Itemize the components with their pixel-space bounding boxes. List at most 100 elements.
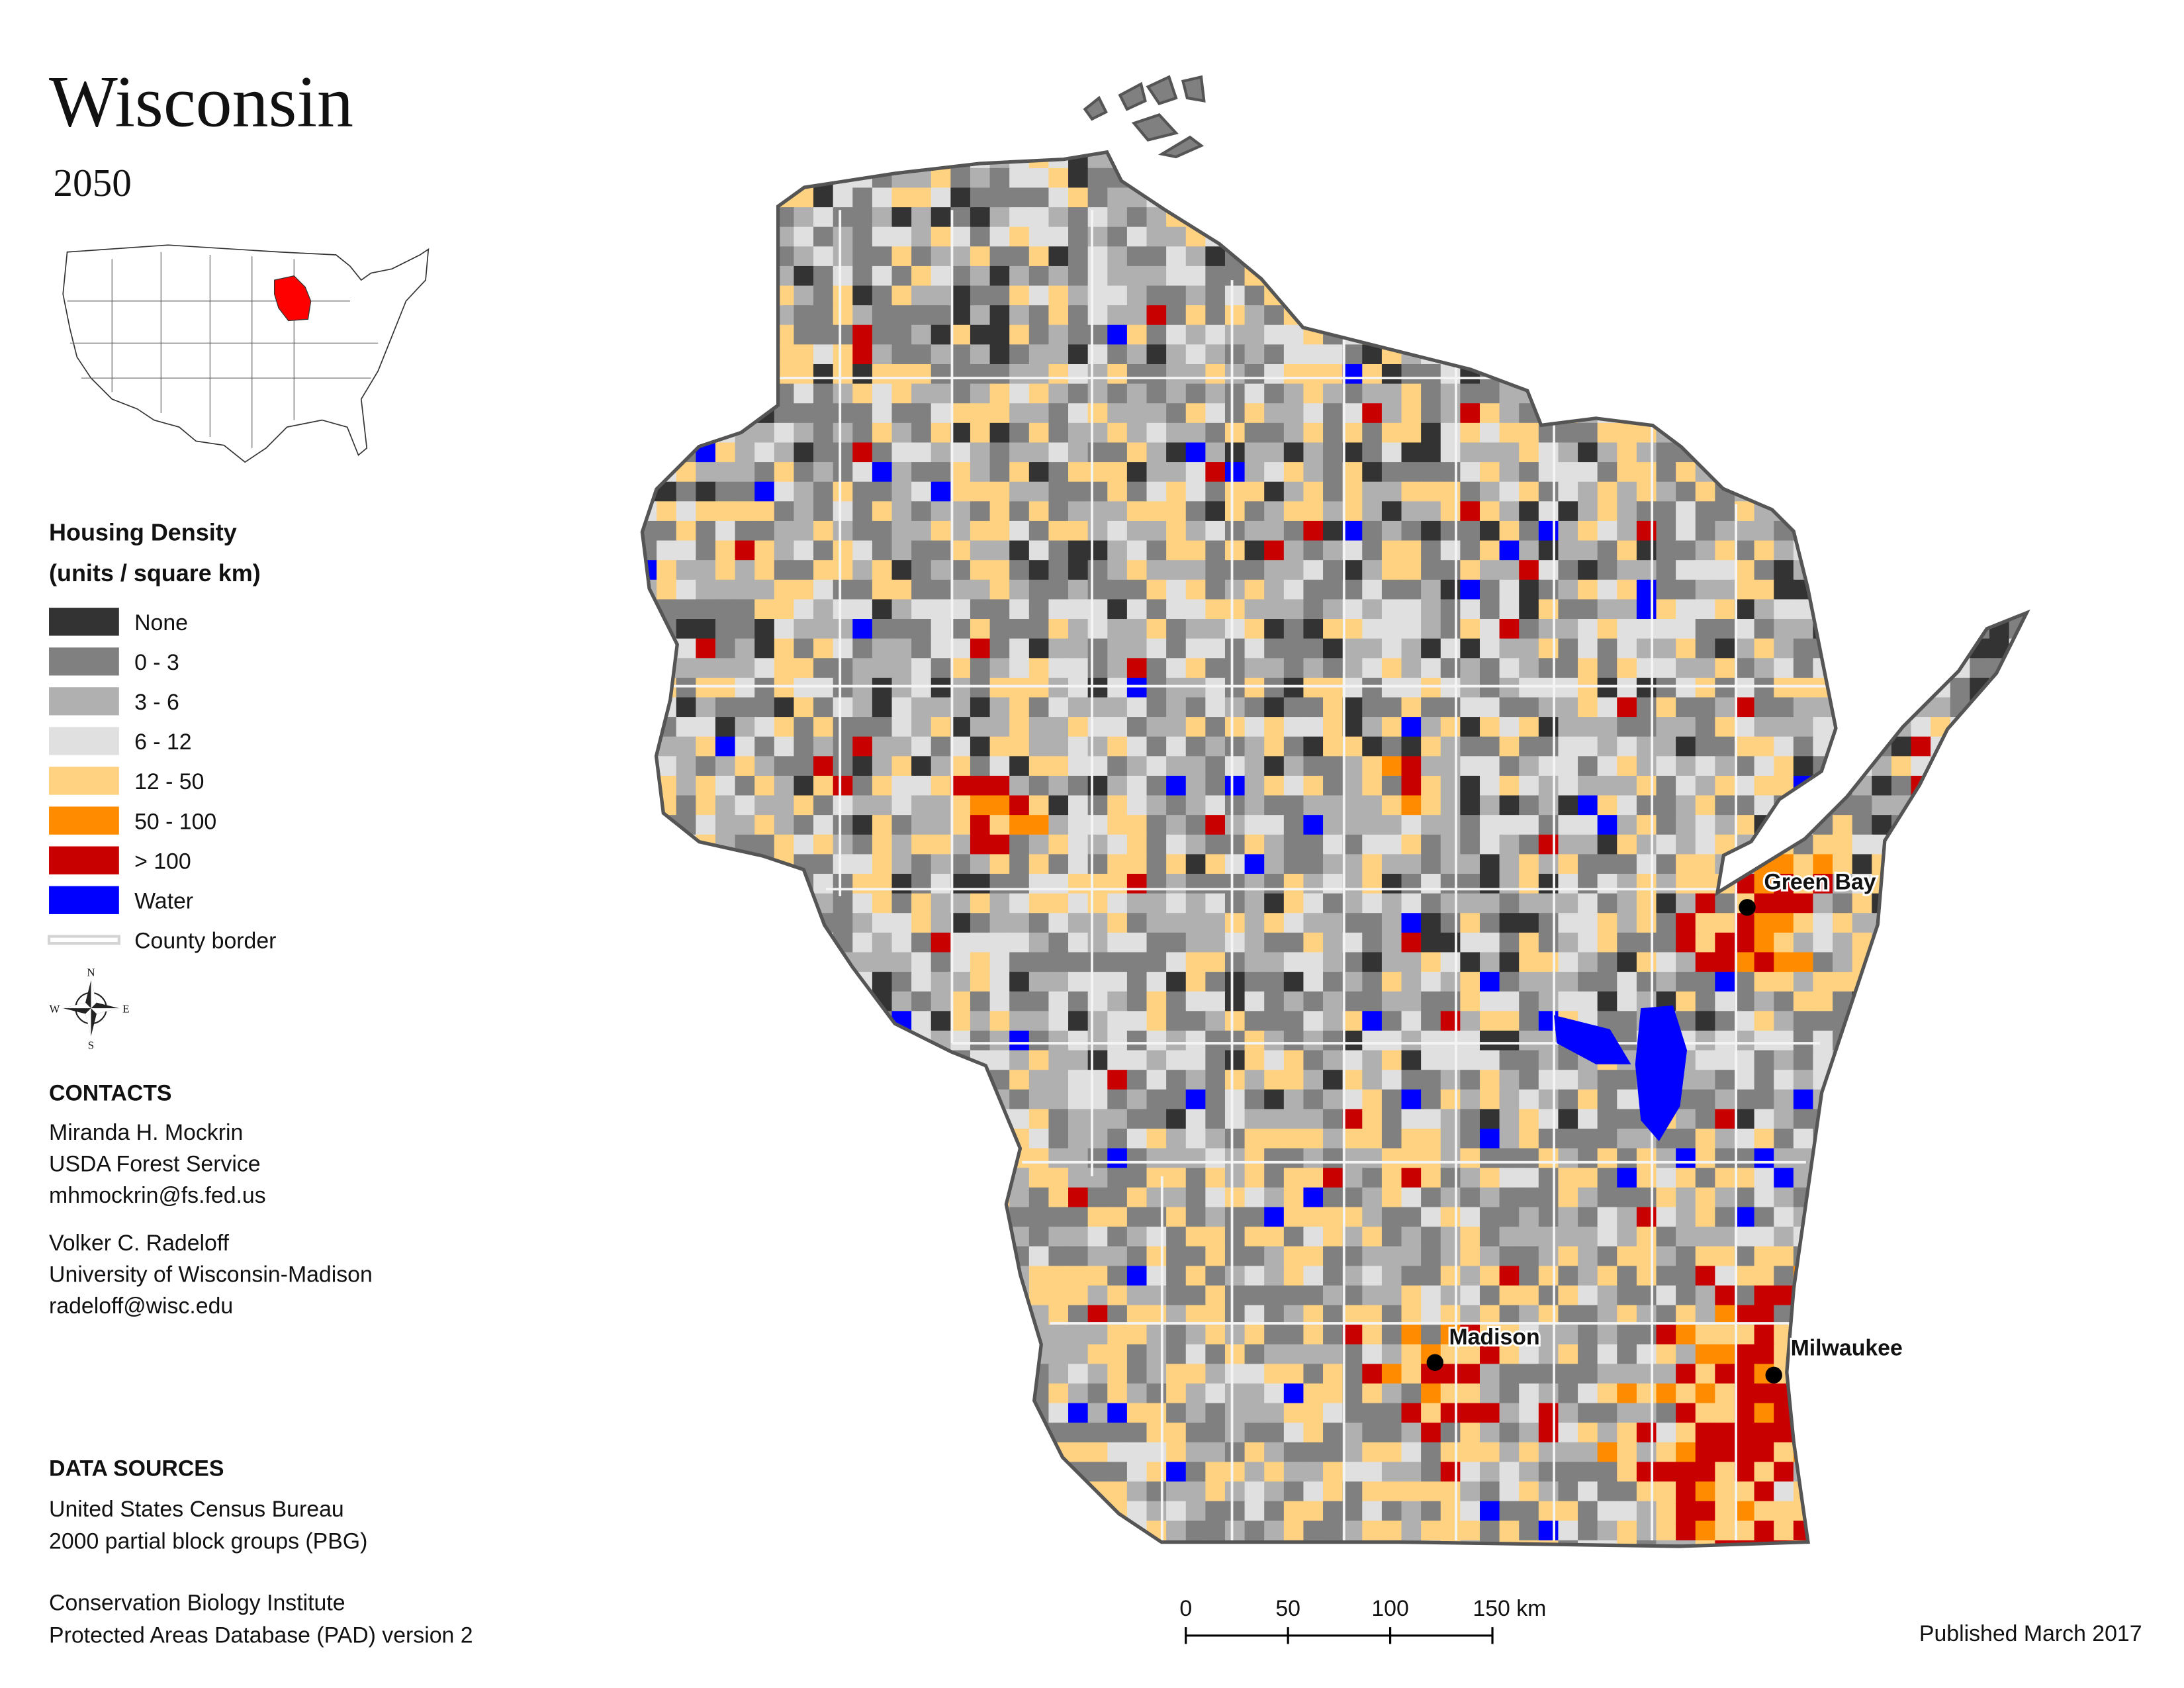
map-cell [1715, 403, 1736, 424]
map-cell [1558, 815, 1579, 835]
map-cell [754, 1325, 775, 1345]
map-cell [657, 1227, 677, 1247]
map-cell [950, 599, 972, 620]
map-cell [1205, 89, 1226, 110]
map-cell [1911, 1207, 1932, 1228]
map-cell [1656, 481, 1677, 502]
map-cell [1950, 540, 1971, 561]
map-cell [1538, 1207, 1559, 1228]
map-cell [1715, 285, 1736, 306]
map-cell [657, 305, 677, 326]
map-cell [1460, 540, 1481, 561]
map-cell [1793, 1364, 1814, 1385]
map-cell [1421, 167, 1441, 189]
map-cell [1499, 579, 1520, 600]
map-cell [1715, 717, 1736, 737]
map-cell [1048, 129, 1069, 150]
map-cell [1126, 364, 1148, 385]
map-cell [891, 383, 913, 404]
map-cell [1793, 1030, 1814, 1051]
map-cell [1617, 167, 1637, 189]
map-cell [1970, 893, 1991, 914]
map-cell [1558, 893, 1579, 914]
map-cell [1068, 167, 1089, 189]
map-cell [754, 1070, 775, 1090]
map-cell [1185, 1325, 1206, 1345]
map-cell [1166, 854, 1187, 875]
map-cell [1283, 540, 1304, 561]
map-cell [657, 854, 677, 875]
map-cell [1479, 246, 1500, 267]
map-cell [644, 991, 658, 1012]
map-cell [1480, 89, 1500, 110]
map-cell [1068, 501, 1089, 522]
map-cell [1440, 815, 1461, 835]
map-cell [1852, 324, 1873, 346]
map-cell [1028, 1383, 1050, 1404]
map-cell [1950, 677, 1971, 698]
map-cell [1479, 265, 1500, 287]
map-cell [1166, 717, 1187, 737]
map-cell [1538, 481, 1559, 502]
map-cell [1931, 560, 1951, 581]
map-cell [1695, 619, 1716, 639]
map-cell [1891, 403, 1912, 424]
map-cell [950, 775, 972, 796]
map-cell [1793, 991, 1814, 1012]
map-cell [1715, 991, 1736, 1012]
map-cell [1048, 579, 1069, 600]
map-cell [1519, 1070, 1539, 1090]
map-cell [1362, 1168, 1383, 1188]
map-cell [1028, 697, 1050, 718]
map-cell [1754, 422, 1775, 444]
map-cell [911, 1050, 932, 1071]
map-cell [1695, 1383, 1716, 1404]
map-cell [1303, 442, 1324, 463]
map-cell [1460, 658, 1481, 679]
map-cell [1224, 1383, 1246, 1404]
map-cell [813, 1109, 834, 1130]
map-cell [1715, 560, 1736, 581]
map-cell [735, 501, 756, 522]
map-cell [872, 1383, 893, 1404]
map-cell [1793, 1109, 1814, 1130]
map-cell [1283, 952, 1304, 973]
map-cell [989, 1246, 1011, 1267]
legend-swatch [49, 727, 119, 755]
map-cell [1538, 717, 1559, 737]
map-cell [1205, 854, 1226, 875]
map-cell [1244, 599, 1265, 620]
map-cell [735, 1030, 756, 1051]
map-cell [989, 246, 1011, 267]
map-cell [833, 167, 854, 189]
map-cell [735, 599, 756, 620]
map-cell [931, 1285, 952, 1306]
map-cell [1774, 154, 1794, 169]
map-cell [1597, 344, 1618, 365]
map-cell [1872, 1187, 1892, 1208]
map-cell [754, 501, 775, 522]
map-cell [1538, 187, 1559, 209]
map-cell [1617, 1089, 1637, 1110]
map-cell [1970, 795, 1991, 816]
map-cell [735, 540, 756, 561]
source-line: United States Census Bureau [49, 1497, 344, 1522]
map-cell [1342, 736, 1363, 757]
map-cell [1126, 265, 1148, 287]
map-cell [696, 1070, 717, 1090]
map-cell [1970, 1070, 1991, 1090]
map-cell [1323, 1070, 1343, 1090]
map-cell [891, 795, 913, 816]
map-cell [1479, 305, 1500, 326]
map-cell [1793, 697, 1814, 718]
map-cell [676, 874, 697, 894]
map-cell [1323, 265, 1343, 287]
map-cell [1342, 932, 1363, 953]
map-cell [696, 795, 717, 816]
map-cell [1107, 540, 1128, 561]
map-cell [872, 154, 893, 169]
map-cell [989, 952, 1011, 973]
map-cell [1970, 1383, 1991, 1404]
map-cell [794, 265, 815, 287]
map-cell [1676, 697, 1696, 718]
